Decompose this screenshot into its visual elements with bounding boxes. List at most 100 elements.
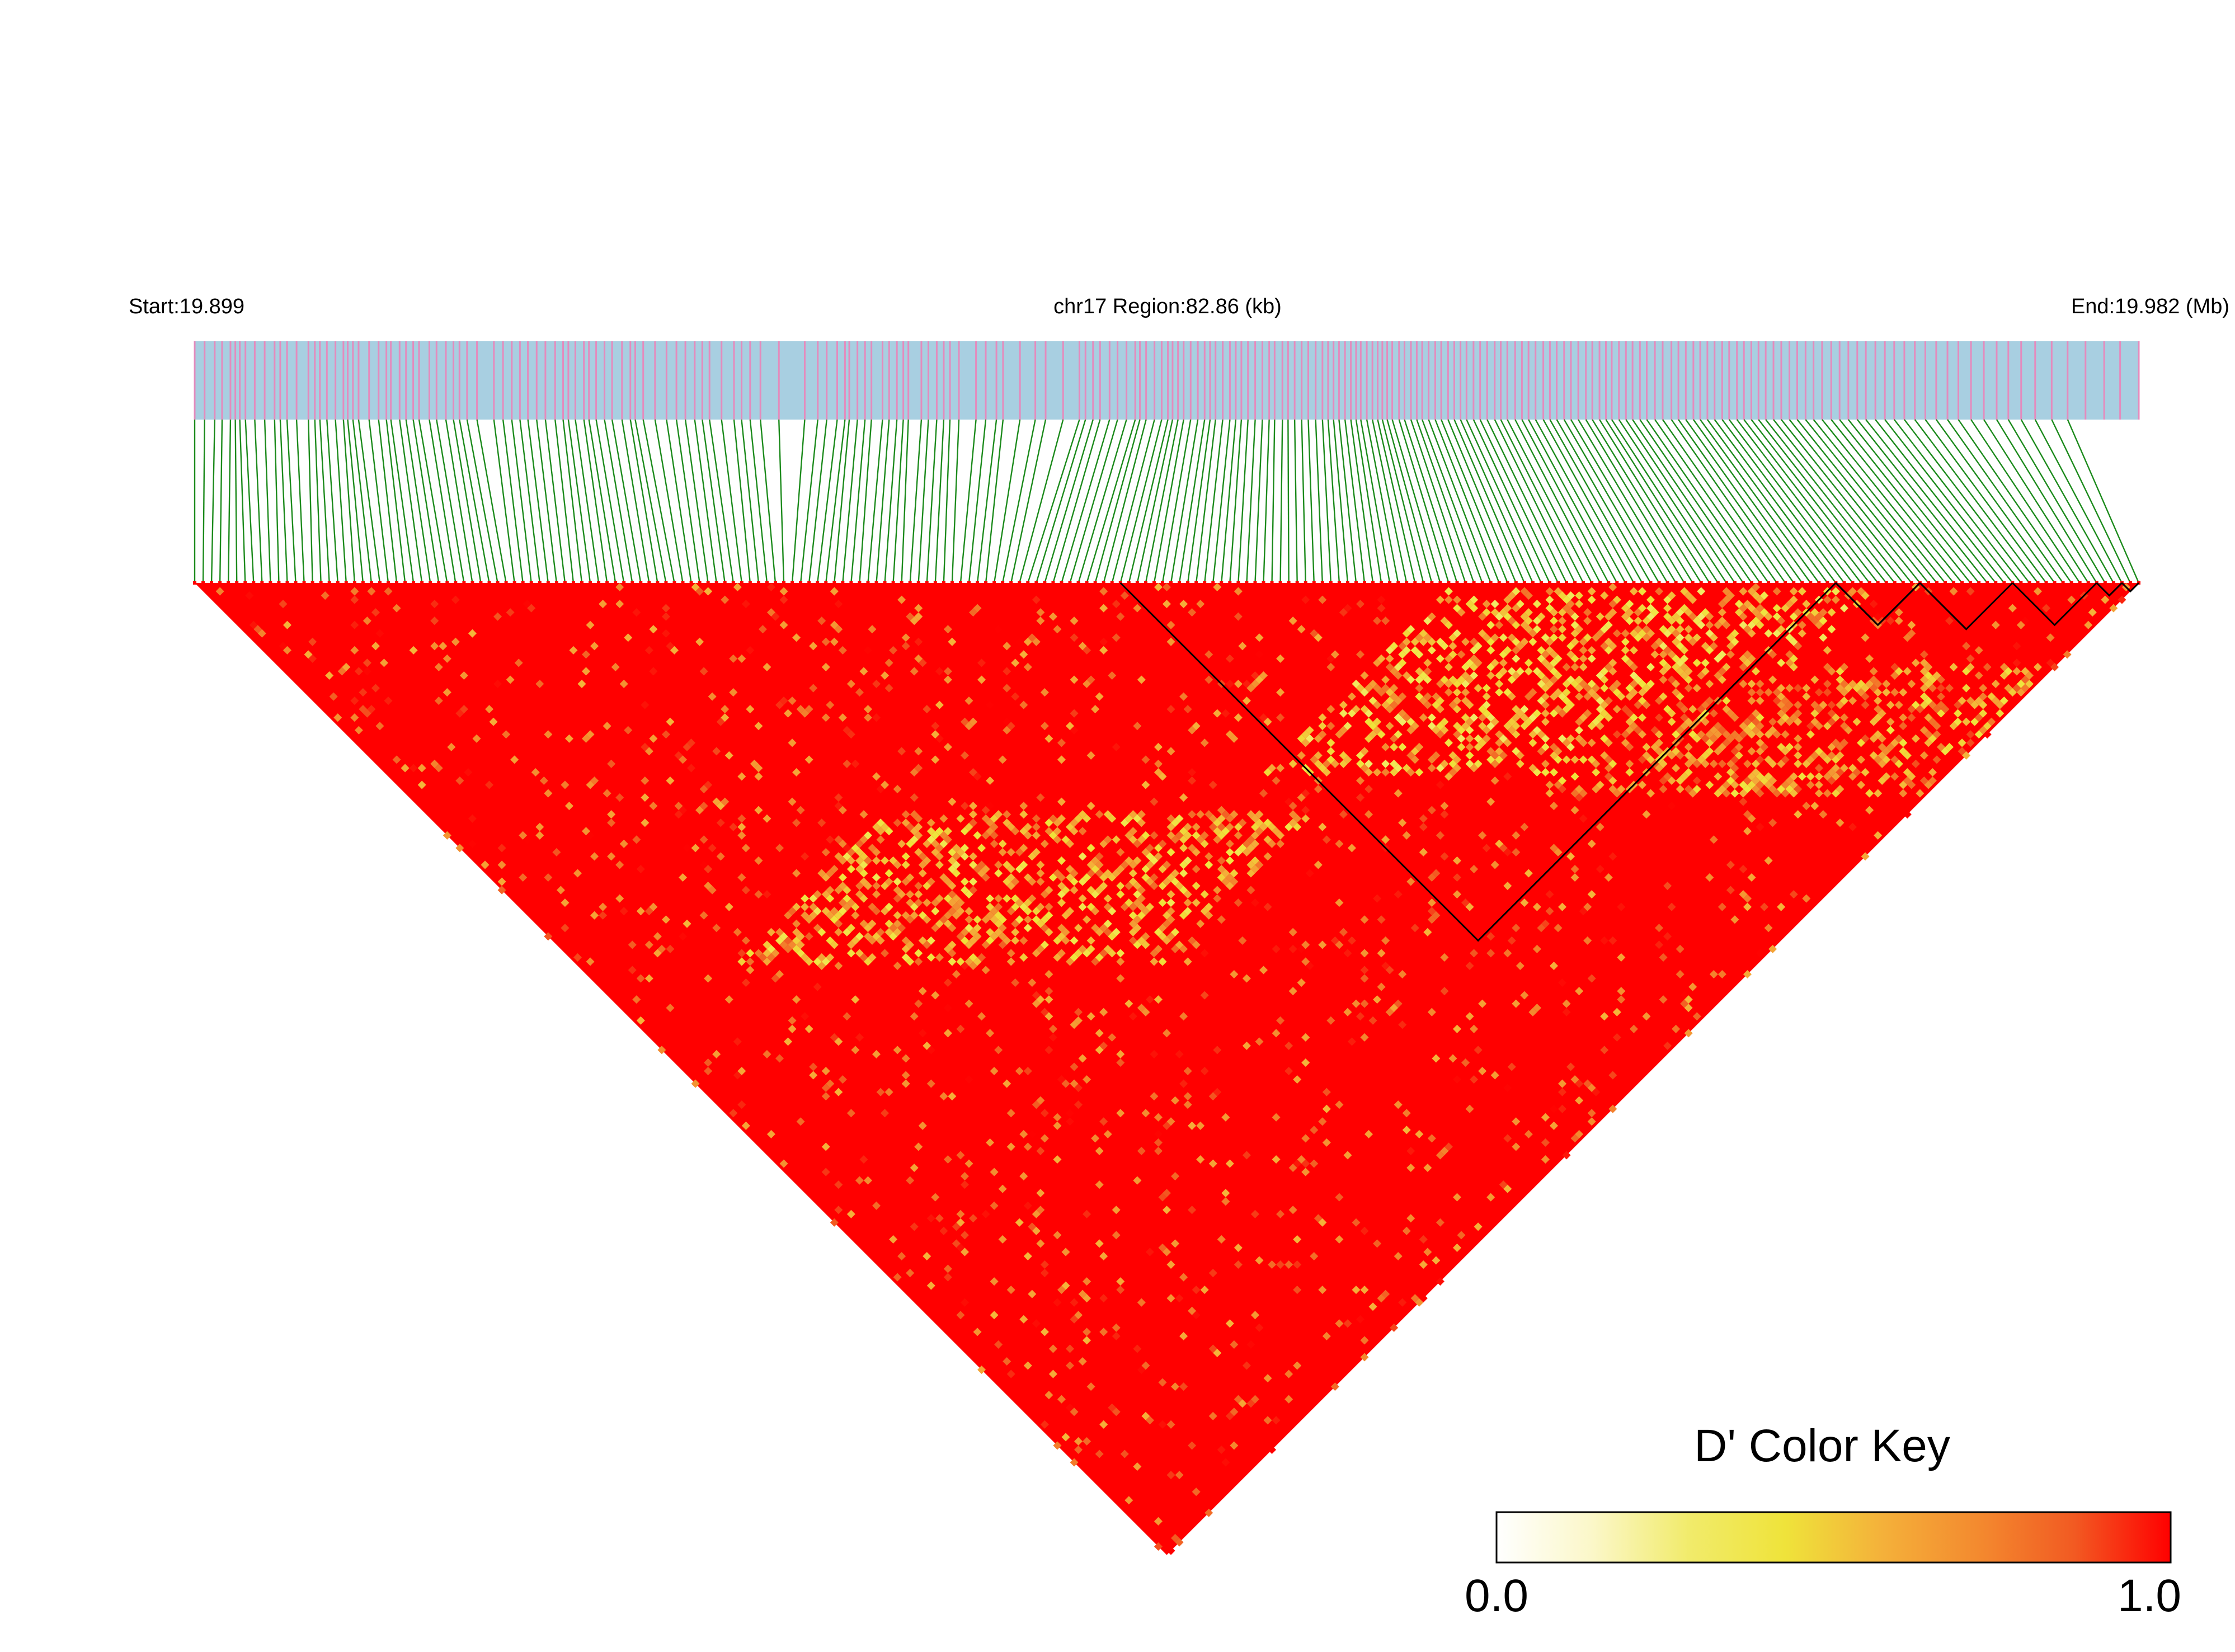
dprime-cell — [1116, 1277, 1125, 1286]
dprime-cell — [1175, 1049, 1184, 1058]
dprime-cell — [1070, 675, 1079, 684]
snp-connector-line — [588, 419, 617, 583]
dprime-cell — [948, 1092, 957, 1101]
dprime-cell — [674, 583, 683, 592]
dprime-cell — [1452, 730, 1462, 739]
dprime-cell — [1718, 759, 1726, 768]
dprime-cell — [834, 802, 843, 811]
dprime-cell — [1659, 650, 1668, 659]
snp-connector-line — [1632, 419, 1744, 583]
dprime-cell — [1545, 789, 1554, 798]
snp-connector-line — [1728, 419, 1853, 583]
dprime-cell — [964, 915, 973, 924]
dprime-cell — [868, 953, 877, 962]
dprime-cell — [1448, 633, 1457, 642]
dprime-cell — [1503, 604, 1512, 613]
dprime-cell — [1659, 953, 1668, 962]
dprime-cell — [1452, 595, 1462, 604]
dprime-cell — [1352, 1218, 1361, 1227]
dprime-cell — [1756, 595, 1765, 604]
dprime-cell — [804, 932, 813, 941]
dprime-cell — [746, 957, 755, 966]
dprime-cell — [1272, 827, 1281, 836]
dprime-cell — [1440, 616, 1449, 625]
dprime-cell — [948, 949, 957, 958]
dprime-cell — [1381, 759, 1390, 768]
dprime-cell — [607, 759, 616, 768]
dprime-cell — [1756, 738, 1765, 747]
dprime-cell — [994, 894, 1003, 903]
dprime-cell — [308, 637, 317, 646]
dprime-cell — [1814, 789, 1823, 798]
dprime-cell — [1650, 650, 1659, 659]
dprime-cell — [2012, 684, 2021, 693]
dprime-cell — [2004, 684, 2013, 693]
dprime-cell — [1756, 730, 1765, 739]
dprime-cell — [472, 734, 481, 743]
dprime-cell — [1263, 717, 1272, 726]
snp-connector-line — [1542, 419, 1635, 583]
snp-connector-line — [684, 419, 709, 583]
dprime-cell — [1065, 957, 1075, 966]
dprime-cell — [350, 696, 359, 705]
dprime-cell — [1570, 772, 1579, 781]
dprime-cell — [923, 940, 931, 949]
dprime-cell — [1701, 759, 1710, 768]
dprime-cell — [666, 944, 675, 953]
dprime-cell — [926, 1079, 935, 1088]
dprime-cell — [392, 587, 401, 596]
dprime-cell — [1625, 742, 1634, 751]
snp-connector-line — [1721, 419, 1845, 583]
dprime-cell — [804, 679, 813, 689]
dprime-cell — [1128, 869, 1137, 878]
dprime-cell — [1684, 1029, 1693, 1038]
dprime-cell — [1541, 919, 1550, 928]
dprime-cell — [1823, 688, 1832, 697]
dprime-cell — [1486, 932, 1495, 941]
dprime-cell — [1036, 616, 1045, 625]
dprime-cell — [1621, 654, 1630, 663]
dprime-cell — [443, 831, 451, 840]
dprime-cell — [1857, 780, 1866, 789]
dprime-cell — [1722, 620, 1731, 629]
dprime-cell — [337, 667, 346, 676]
dprime-cell — [1688, 982, 1697, 991]
dprime-cell — [1074, 924, 1083, 933]
dprime-cell — [1335, 1235, 1344, 1244]
dprime-cell — [1330, 936, 1339, 945]
dprime-cell — [1739, 789, 1748, 798]
dprime-cell — [451, 595, 460, 604]
dprime-cell — [1642, 625, 1651, 634]
dprime-cell — [863, 1176, 872, 1185]
dprime-cell — [1288, 818, 1297, 827]
dprime-cell — [1208, 1092, 1217, 1101]
dprime-cell — [1019, 810, 1028, 819]
dprime-cell — [1255, 818, 1264, 827]
dprime-cell — [2084, 620, 2093, 629]
snp-connector-line — [1077, 419, 1127, 583]
dprime-cell — [1848, 822, 1857, 831]
dprime-cell — [1040, 890, 1049, 899]
dprime-cell — [581, 667, 591, 676]
dprime-cell — [1743, 969, 1752, 979]
dprime-cell — [788, 1016, 797, 1025]
dprime-cell — [1183, 957, 1192, 966]
dprime-cell — [846, 924, 855, 933]
dprime-cell — [1141, 1361, 1150, 1370]
dprime-cell — [1108, 907, 1117, 916]
dprime-cell — [1238, 642, 1247, 651]
dprime-cell — [906, 873, 915, 882]
dprime-cell — [990, 932, 999, 941]
dprime-cell — [1124, 814, 1133, 823]
dprime-cell — [1541, 717, 1550, 726]
dprime-cell — [817, 961, 826, 970]
dprime-cell — [1486, 949, 1495, 958]
dprime-cell — [1903, 776, 1912, 785]
dprime-cell — [1028, 877, 1037, 886]
dprime-cell — [1398, 818, 1407, 827]
dprime-cell — [775, 969, 784, 979]
dprime-cell — [1162, 1206, 1171, 1215]
dprime-cell — [1112, 1323, 1121, 1332]
snp-connector-line — [1521, 419, 1610, 583]
dprime-cell — [1747, 780, 1756, 789]
